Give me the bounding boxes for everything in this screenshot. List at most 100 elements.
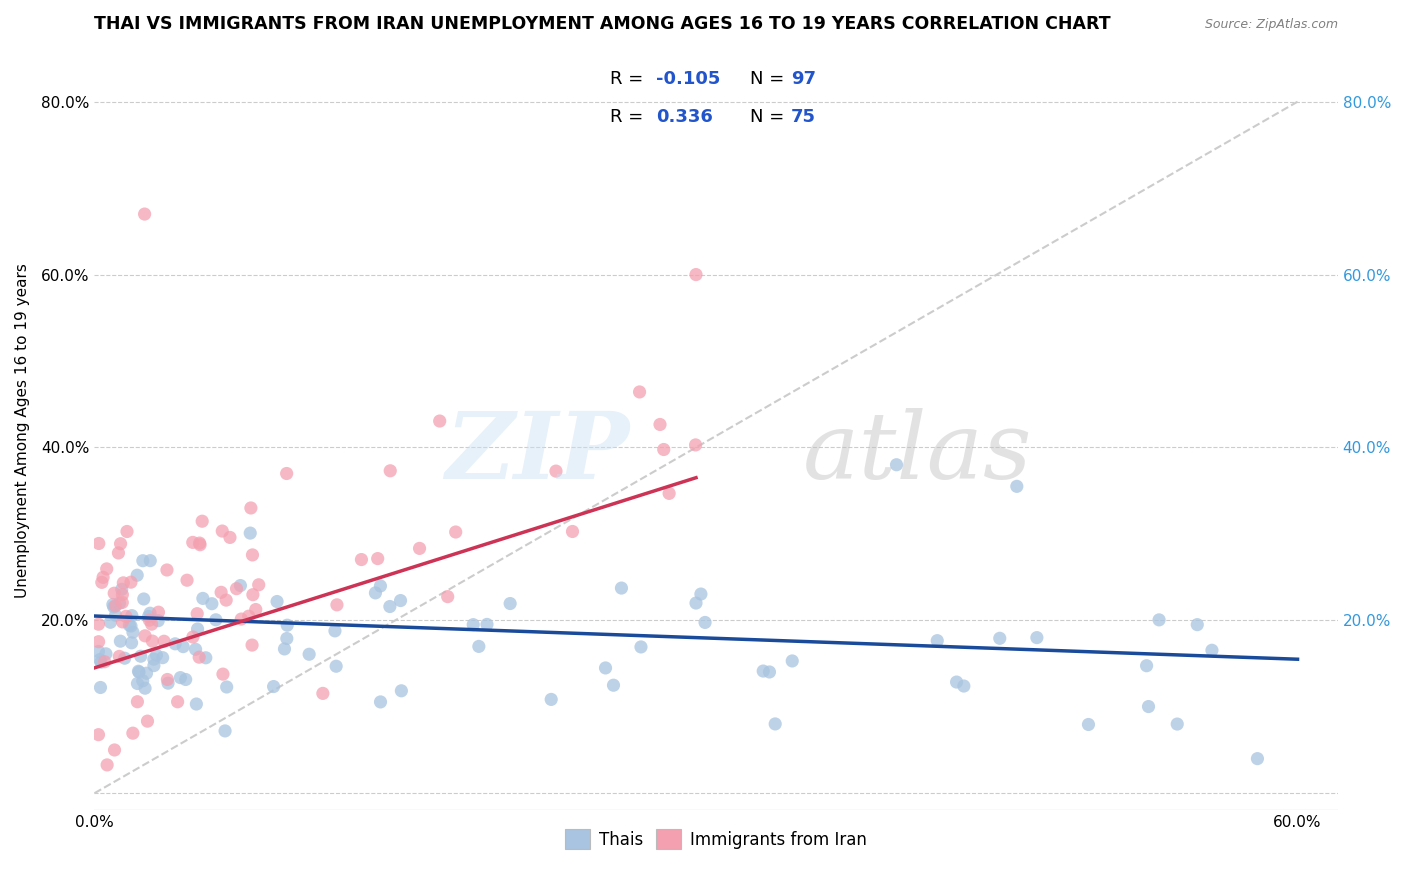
Point: [276, 632, 298, 646]
Point: [211, 524, 233, 538]
Point: [215, 680, 238, 694]
Point: [276, 467, 298, 481]
Point: [132, 592, 155, 607]
Point: [945, 675, 967, 690]
Point: [602, 678, 624, 692]
Point: [367, 551, 389, 566]
Point: [142, 658, 165, 673]
Point: [215, 593, 238, 607]
Point: [240, 638, 263, 652]
Text: atlas: atlas: [803, 408, 1032, 498]
Point: [91, 570, 114, 584]
Point: [89, 652, 111, 666]
Text: Source: ZipAtlas.com: Source: ZipAtlas.com: [1205, 18, 1337, 31]
Point: [685, 438, 707, 452]
Point: [499, 597, 522, 611]
Point: [114, 651, 136, 665]
Point: [139, 606, 162, 620]
Point: [463, 617, 485, 632]
Point: [1137, 699, 1160, 714]
Point: [122, 625, 145, 640]
Point: [166, 695, 188, 709]
Text: 97: 97: [790, 70, 815, 87]
Point: [121, 636, 143, 650]
Point: [276, 618, 298, 632]
Point: [110, 537, 132, 551]
Point: [153, 634, 176, 648]
Point: [242, 588, 264, 602]
Point: [108, 596, 131, 610]
Point: [247, 578, 270, 592]
Point: [138, 609, 160, 624]
Point: [658, 486, 681, 500]
Point: [115, 524, 138, 539]
Point: [685, 268, 707, 282]
Point: [370, 579, 392, 593]
Point: [245, 602, 267, 616]
Point: [165, 637, 187, 651]
Text: N =: N =: [749, 70, 790, 87]
Point: [152, 650, 174, 665]
Y-axis label: Unemployment Among Ages 16 to 19 years: Unemployment Among Ages 16 to 19 years: [15, 263, 30, 598]
Point: [139, 554, 162, 568]
Point: [141, 634, 163, 648]
Point: [239, 526, 262, 541]
Point: [953, 679, 976, 693]
Point: [1077, 717, 1099, 731]
Point: [225, 582, 247, 596]
Point: [436, 590, 458, 604]
Point: [111, 595, 134, 609]
Point: [886, 458, 908, 472]
Point: [389, 593, 412, 607]
Point: [544, 464, 567, 478]
Point: [1187, 617, 1209, 632]
Point: [132, 673, 155, 688]
Point: [157, 676, 180, 690]
Point: [89, 681, 111, 695]
Point: [127, 568, 149, 582]
Point: [134, 207, 156, 221]
Point: [561, 524, 583, 539]
Point: [100, 615, 122, 630]
Point: [118, 618, 141, 632]
Point: [87, 536, 110, 550]
Point: [142, 652, 165, 666]
Point: [96, 758, 118, 772]
Point: [132, 554, 155, 568]
Point: [148, 605, 170, 619]
Point: [326, 598, 349, 612]
Point: [101, 598, 124, 612]
Point: [110, 634, 132, 648]
Point: [239, 500, 262, 515]
Point: [475, 617, 498, 632]
Text: -0.105: -0.105: [657, 70, 721, 87]
Point: [128, 665, 150, 680]
Point: [648, 417, 671, 432]
Point: [194, 650, 217, 665]
Point: [156, 673, 179, 687]
Point: [364, 586, 387, 600]
Point: [231, 612, 253, 626]
Point: [169, 671, 191, 685]
Point: [120, 619, 142, 633]
Legend: Thais, Immigrants from Iran: Thais, Immigrants from Iran: [558, 822, 873, 855]
Point: [298, 647, 321, 661]
Point: [201, 597, 224, 611]
Point: [323, 624, 346, 638]
Point: [927, 633, 949, 648]
Point: [758, 665, 780, 679]
Point: [187, 622, 209, 636]
Point: [111, 588, 134, 602]
Point: [104, 599, 127, 613]
Point: [186, 607, 208, 621]
Point: [138, 613, 160, 627]
Point: [378, 599, 401, 614]
Point: [205, 613, 228, 627]
Point: [172, 640, 194, 654]
Point: [136, 714, 159, 728]
Point: [127, 695, 149, 709]
Point: [93, 655, 115, 669]
Point: [129, 649, 152, 664]
Point: [350, 552, 373, 566]
Point: [610, 581, 633, 595]
